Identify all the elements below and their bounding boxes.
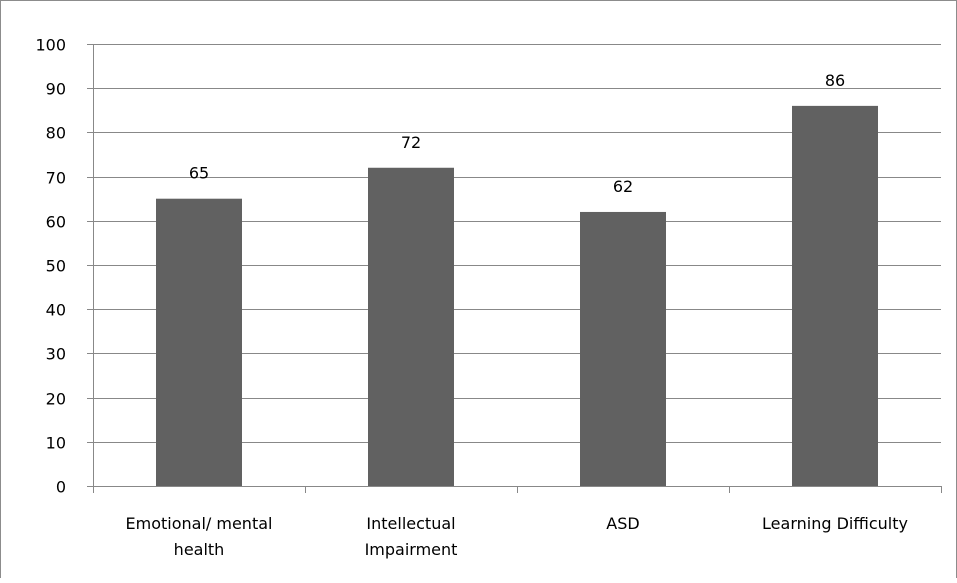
y-tick-labels: 0 10 20 30 40 50 60 70 80 90 100 xyxy=(35,36,66,497)
bar xyxy=(792,105,878,486)
bar xyxy=(580,211,666,486)
y-tick-label: 20 xyxy=(46,390,66,409)
y-tick-label: 50 xyxy=(46,257,66,276)
x-tick-label-line: Emotional/ mental xyxy=(126,514,273,533)
y-tick-label: 70 xyxy=(46,169,66,188)
x-tick-label: Learning Difficulty xyxy=(762,514,908,533)
x-tick-label-line: ASD xyxy=(606,514,639,533)
data-label: 62 xyxy=(613,177,633,196)
y-tick-label: 10 xyxy=(46,434,66,453)
x-tick-label-line: health xyxy=(174,540,225,559)
bars xyxy=(156,105,878,486)
y-tick-label: 100 xyxy=(35,36,66,55)
axes xyxy=(87,44,942,493)
data-label: 65 xyxy=(189,164,209,183)
data-label: 72 xyxy=(401,133,421,152)
y-tick-label: 40 xyxy=(46,301,66,320)
data-label: 86 xyxy=(825,71,845,90)
x-tick-label-line: Impairment xyxy=(365,540,458,559)
data-labels: 65 72 62 86 xyxy=(189,71,845,196)
bar xyxy=(368,167,454,486)
x-tick-label: ASD xyxy=(606,514,639,533)
x-tick-label: Emotional/ mental health xyxy=(126,514,273,559)
bar xyxy=(156,198,242,486)
x-tick-label-line: Intellectual xyxy=(366,514,455,533)
x-tick-labels: Emotional/ mental health Intellectual Impai… xyxy=(126,514,908,559)
y-tick-label: 80 xyxy=(46,124,66,143)
y-tick-label: 90 xyxy=(46,80,66,99)
x-tick-label: Intellectual Impairment xyxy=(365,514,458,559)
x-tick-label-line: Learning Difficulty xyxy=(762,514,908,533)
y-tick-label: 0 xyxy=(56,478,66,497)
y-tick-label: 60 xyxy=(46,213,66,232)
y-tick-label: 30 xyxy=(46,345,66,364)
